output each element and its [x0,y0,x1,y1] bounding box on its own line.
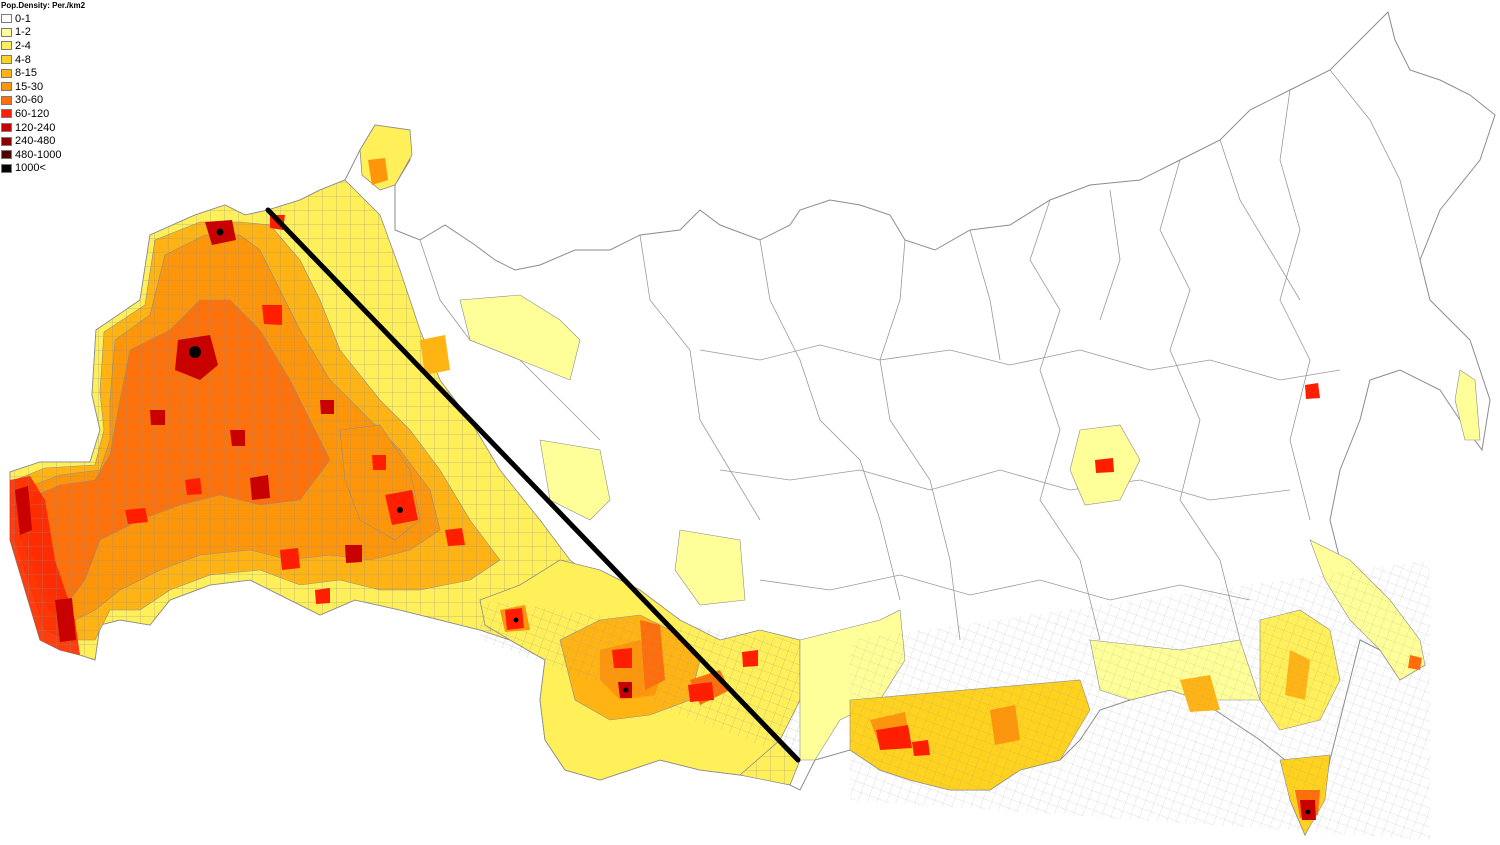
legend-item: 480-1000 [1,148,85,162]
siberia-south-belt [420,294,1481,840]
legend-label: 1-2 [15,26,31,39]
urban-hotspots [15,215,1422,820]
legend-label: 240-480 [15,135,56,148]
legend-swatch [1,68,12,78]
legend-swatch [1,41,12,51]
legend-item: 4-8 [1,53,85,67]
legend-swatch [1,14,12,24]
legend-item: 0-1 [1,12,85,26]
legend-label: 480-1000 [15,148,62,161]
east-region-boundaries [419,69,1421,641]
legend-label: 60-120 [15,107,50,120]
legend-swatch [1,109,12,119]
legend-swatch [1,55,12,65]
legend-item: 1-2 [1,26,85,40]
legend-label: 2-4 [15,39,31,52]
legend-swatch [1,82,12,92]
legend: Pop.Density: Per./km2 0-1 1-2 2-4 4-8 8-15 15… [1,1,85,175]
legend-item: 8-15 [1,66,85,80]
legend-item: 15-30 [1,80,85,94]
kola-region [359,124,413,191]
legend-item: 1000< [1,162,85,176]
legend-swatch [1,95,12,105]
legend-label: 120-240 [15,121,56,134]
legend-items: 0-1 1-2 2-4 4-8 8-15 15-30 30-60 60-120 120-240 2… [1,12,85,175]
legend-item: 30-60 [1,94,85,108]
legend-swatch [1,123,12,133]
legend-label: 15-30 [15,80,44,93]
legend-item: 240-480 [1,134,85,148]
legend-label: 0-1 [15,12,31,25]
legend-title: Pop.Density: Per./km2 [1,1,86,10]
divider-line [265,207,801,763]
legend-label: 1000< [15,162,46,175]
legend-label: 4-8 [15,53,31,66]
legend-item: 60-120 [1,107,85,121]
legend-swatch [1,150,12,160]
legend-swatch [1,27,12,37]
legend-swatch [1,136,12,146]
legend-label: 30-60 [15,94,44,107]
legend-label: 8-15 [15,67,38,80]
legend-item: 2-4 [1,39,85,53]
legend-item: 120-240 [1,121,85,135]
legend-swatch [1,163,12,173]
